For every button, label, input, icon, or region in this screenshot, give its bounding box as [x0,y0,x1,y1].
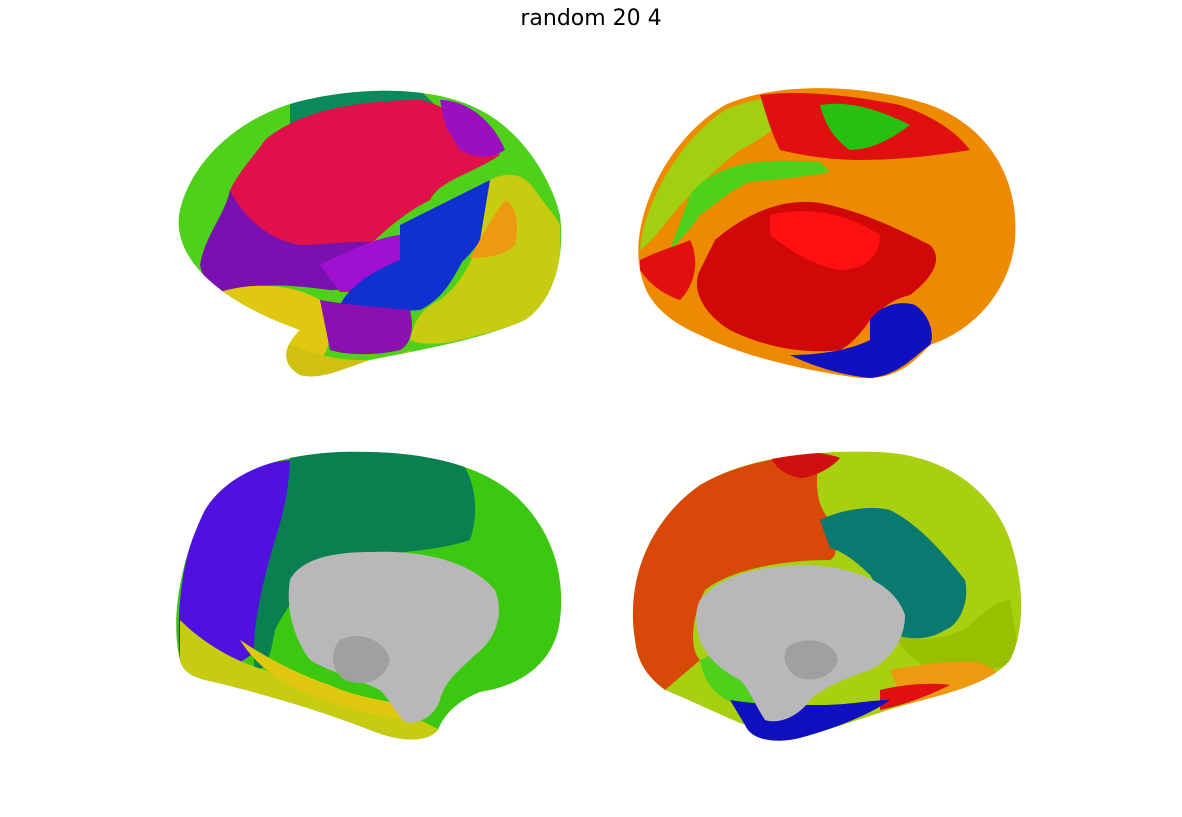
figure-title: random 20 4 [520,6,662,31]
brain-bottom-right [632,451,1022,741]
brain-top-left [178,90,562,377]
brain-bottom-left [176,451,562,740]
brain-top-right [638,88,1016,379]
